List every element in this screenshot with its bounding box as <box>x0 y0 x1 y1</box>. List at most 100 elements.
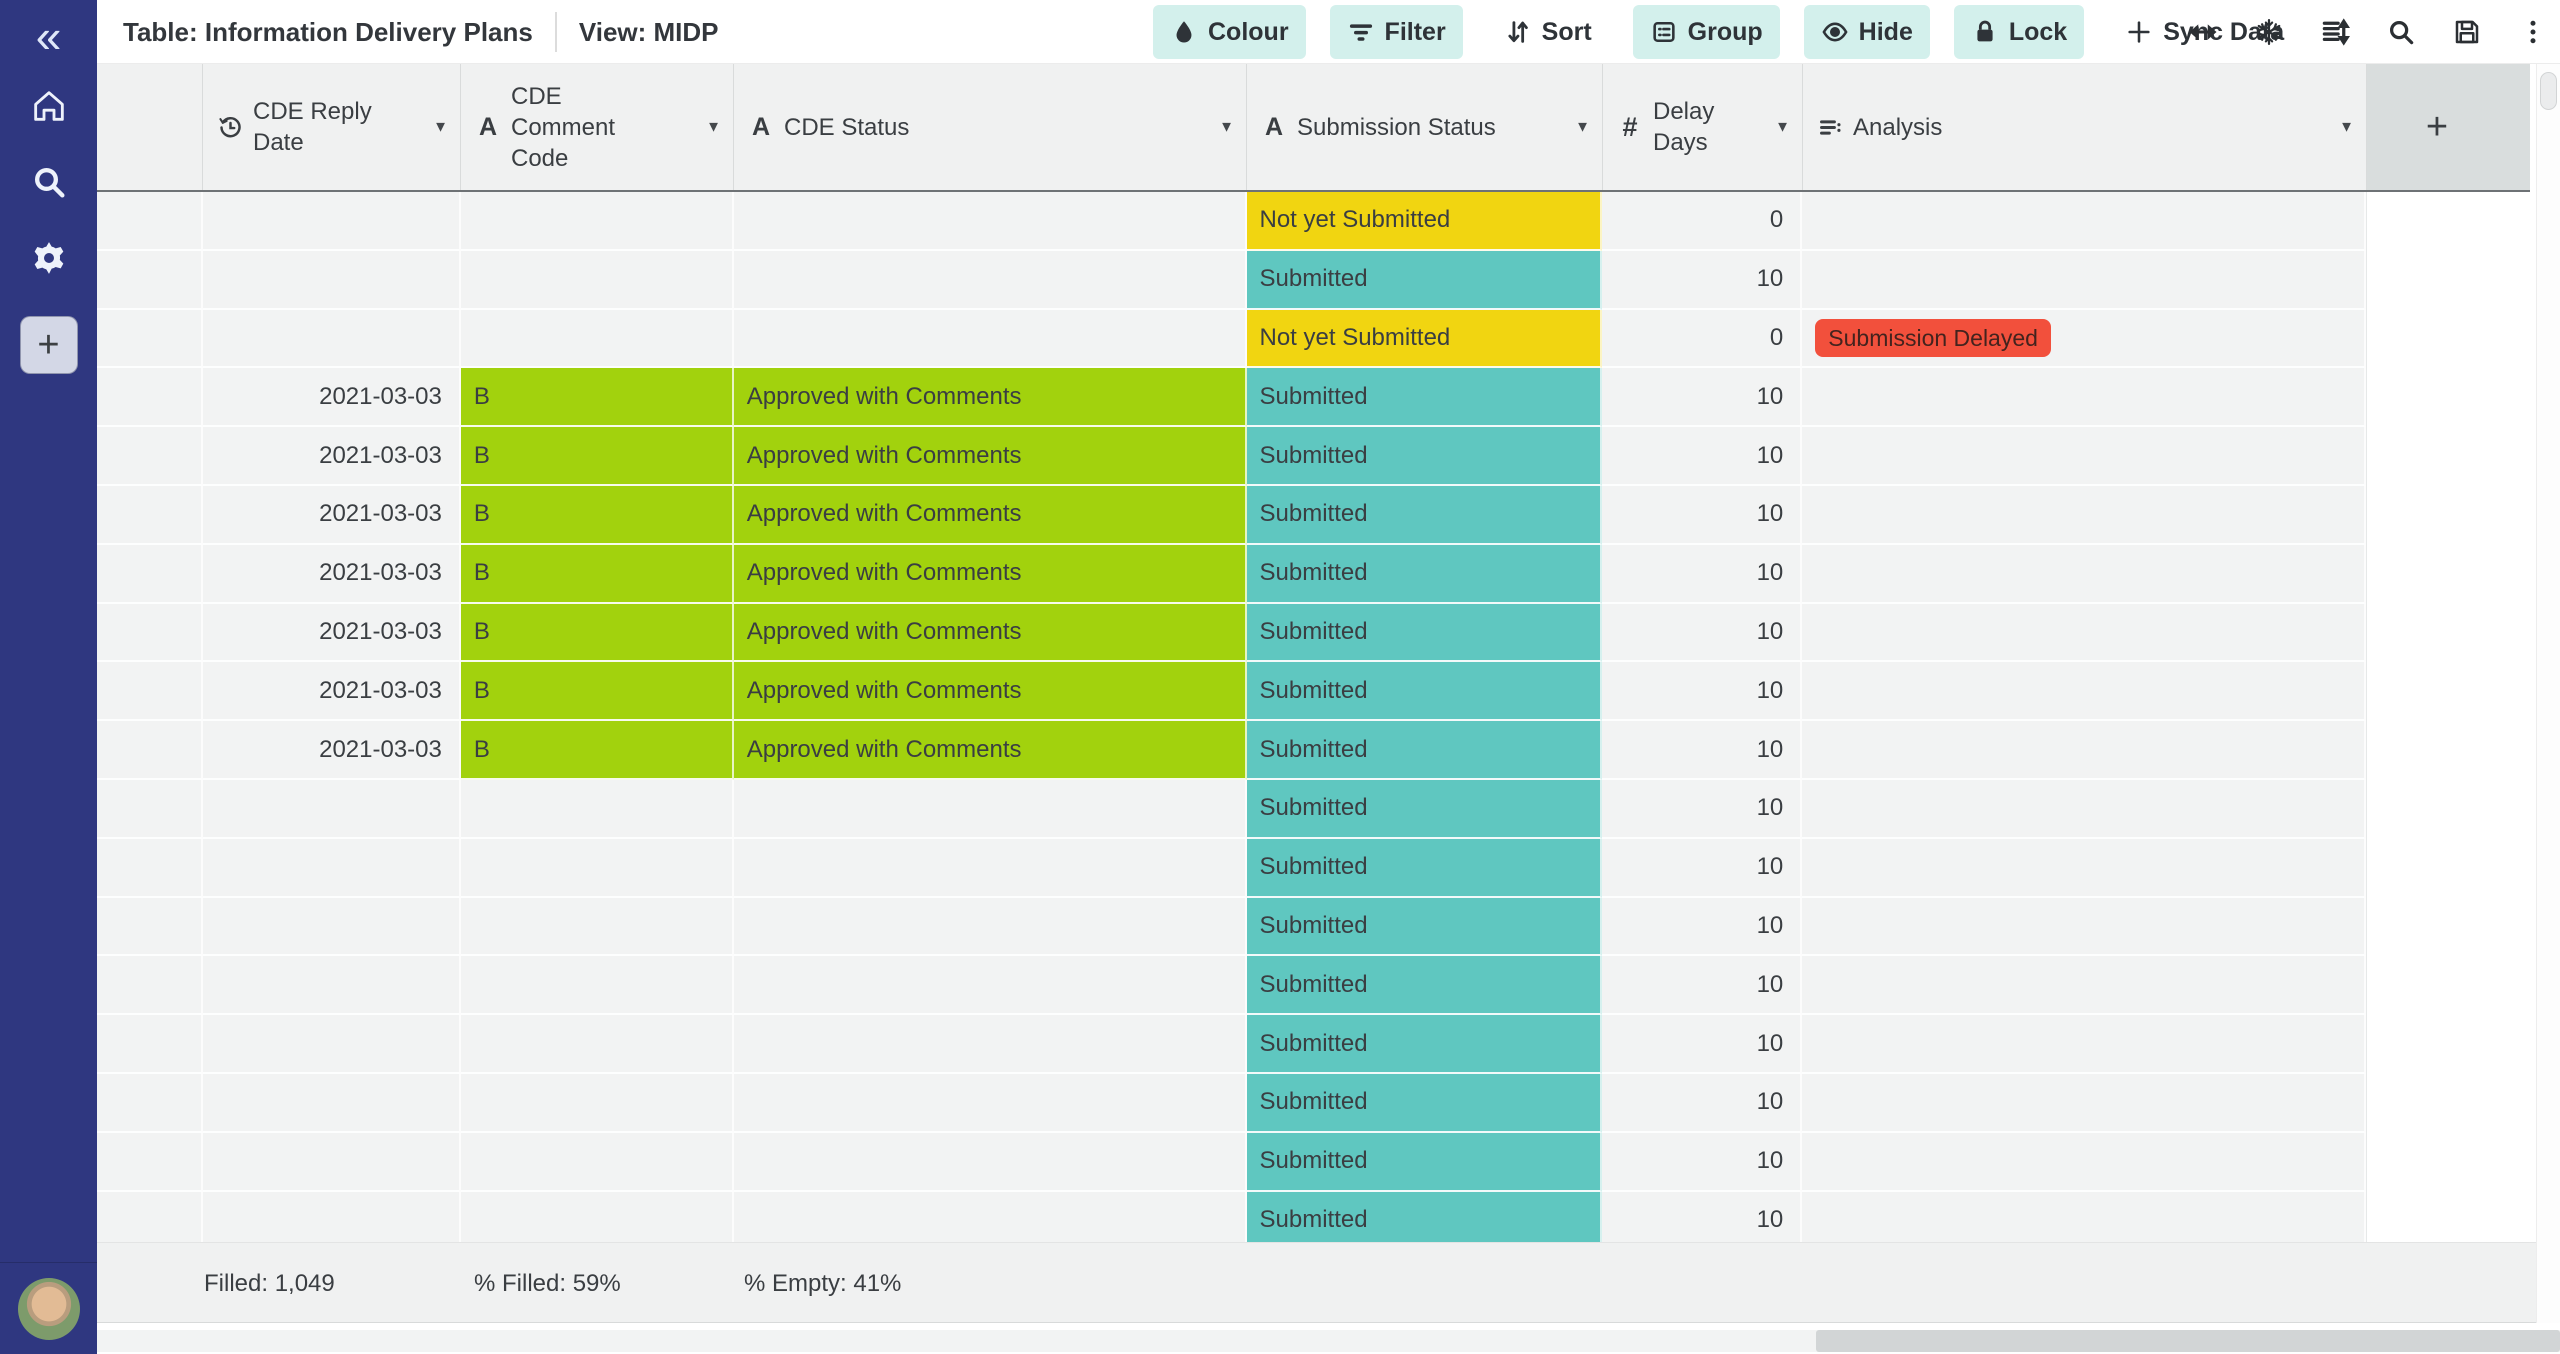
cell-reply-date[interactable] <box>202 309 461 369</box>
cell-analysis[interactable] <box>1802 368 2366 428</box>
cell-submission-status[interactable]: Submitted <box>1246 250 1603 310</box>
footer-stat-percent-empty[interactable]: % Empty: 41% <box>744 1269 902 1297</box>
search-icon[interactable] <box>2386 17 2416 47</box>
footer-stat-filled[interactable]: Filled: 1,049 <box>204 1269 335 1297</box>
cell-delay-days[interactable]: 10 <box>1602 838 1803 898</box>
cell-reply-date[interactable]: 2021-03-03 <box>202 721 461 780</box>
cell-submission-status[interactable]: Not yet Submitted <box>1246 192 1603 251</box>
cell-cde-status[interactable] <box>733 838 1247 898</box>
cell-delay-days[interactable]: 10 <box>1602 721 1803 780</box>
cell-comment-code[interactable]: B <box>460 721 734 780</box>
cell-delay-days[interactable]: 10 <box>1602 544 1803 604</box>
cell-delay-days[interactable]: 10 <box>1602 603 1803 663</box>
cell-comment-code[interactable] <box>460 1073 734 1133</box>
cell-cde-status[interactable] <box>733 1073 1247 1133</box>
cell-delay-days[interactable]: 10 <box>1602 662 1803 722</box>
cell-reply-date[interactable]: 2021-03-03 <box>202 544 461 604</box>
chevron-down-icon[interactable]: ▼ <box>433 118 448 136</box>
cell-cde-status[interactable] <box>733 779 1247 839</box>
cell-cde-status[interactable]: Approved with Comments <box>733 721 1247 780</box>
cell-rowlead[interactable] <box>97 1132 203 1192</box>
cell-delay-days[interactable]: 10 <box>1602 427 1803 486</box>
add-plus-icon[interactable]: + <box>19 316 78 374</box>
cell-reply-date[interactable] <box>202 838 461 898</box>
cell-rowlead[interactable] <box>97 1191 203 1242</box>
cell-comment-code[interactable]: B <box>460 485 734 545</box>
cell-comment-code[interactable] <box>460 250 734 310</box>
cell-submission-status[interactable]: Submitted <box>1246 427 1603 486</box>
cell-comment-code[interactable] <box>460 956 734 1016</box>
cell-rowlead[interactable] <box>97 779 203 839</box>
cell-rowlead[interactable] <box>97 1073 203 1133</box>
cell-delay-days[interactable]: 10 <box>1602 1073 1803 1133</box>
column-header-analysis[interactable]: Analysis ▼ <box>1803 64 2367 190</box>
cell-submission-status[interactable]: Submitted <box>1246 779 1603 839</box>
cell-cde-status[interactable] <box>733 1191 1247 1242</box>
cell-analysis[interactable]: Submission Delayed <box>1802 309 2366 369</box>
cell-cde-status[interactable] <box>733 897 1247 957</box>
cell-comment-code[interactable] <box>460 1191 734 1242</box>
cell-analysis[interactable] <box>1802 956 2366 1016</box>
cell-reply-date[interactable] <box>202 1073 461 1133</box>
cell-rowlead[interactable] <box>97 838 203 898</box>
cell-analysis[interactable] <box>1802 1191 2366 1242</box>
cell-analysis[interactable] <box>1802 779 2366 839</box>
sort-button[interactable]: Sort <box>1487 5 1609 59</box>
cell-comment-code[interactable] <box>460 309 734 369</box>
column-header-cde-comment-code[interactable]: A CDE Comment Code ▼ <box>461 64 734 190</box>
cell-reply-date[interactable] <box>202 897 461 957</box>
cell-cde-status[interactable]: Approved with Comments <box>733 485 1247 545</box>
cell-analysis[interactable] <box>1802 485 2366 545</box>
cell-rowlead[interactable] <box>97 250 203 310</box>
cell-analysis[interactable] <box>1802 544 2366 604</box>
cell-submission-status[interactable]: Submitted <box>1246 662 1603 722</box>
cell-rowlead[interactable] <box>97 485 203 545</box>
cell-reply-date[interactable]: 2021-03-03 <box>202 368 461 428</box>
chevron-down-icon[interactable]: ▼ <box>1575 118 1590 136</box>
cell-comment-code[interactable]: B <box>460 427 734 486</box>
user-avatar[interactable] <box>17 1277 80 1340</box>
cell-submission-status[interactable]: Submitted <box>1246 956 1603 1016</box>
cell-analysis[interactable] <box>1802 192 2366 251</box>
cell-rowlead[interactable] <box>97 544 203 604</box>
cell-comment-code[interactable] <box>460 779 734 839</box>
cell-submission-status[interactable]: Submitted <box>1246 368 1603 428</box>
horizontal-scrollbar-thumb[interactable] <box>1816 1330 2560 1352</box>
cell-analysis[interactable] <box>1802 1073 2366 1133</box>
cell-rowlead[interactable] <box>97 368 203 428</box>
cell-rowlead[interactable] <box>97 956 203 1016</box>
cell-submission-status[interactable]: Submitted <box>1246 1073 1603 1133</box>
freeze-icon[interactable] <box>2254 17 2284 47</box>
chevron-down-icon[interactable]: ▼ <box>1775 118 1790 136</box>
group-button[interactable]: Group <box>1632 5 1780 59</box>
footer-stat-percent-filled[interactable]: % Filled: 59% <box>474 1269 621 1297</box>
cell-cde-status[interactable] <box>733 309 1247 369</box>
cell-analysis[interactable] <box>1802 721 2366 780</box>
cell-reply-date[interactable] <box>202 192 461 251</box>
cell-comment-code[interactable]: B <box>460 368 734 428</box>
cell-rowlead[interactable] <box>97 897 203 957</box>
cell-submission-status[interactable]: Submitted <box>1246 544 1603 604</box>
settings-gear-icon[interactable] <box>27 236 71 280</box>
cell-submission-status[interactable]: Submitted <box>1246 1132 1603 1192</box>
cell-delay-days[interactable]: 10 <box>1602 956 1803 1016</box>
cell-analysis[interactable] <box>1802 603 2366 663</box>
cell-analysis[interactable] <box>1802 662 2366 722</box>
cell-cde-status[interactable] <box>733 1132 1247 1192</box>
cell-comment-code[interactable]: B <box>460 544 734 604</box>
cell-delay-days[interactable]: 10 <box>1602 897 1803 957</box>
cell-rowlead[interactable] <box>97 603 203 663</box>
cell-comment-code[interactable] <box>460 1015 734 1074</box>
cell-delay-days[interactable]: 10 <box>1602 485 1803 545</box>
cell-reply-date[interactable] <box>202 1015 461 1074</box>
cell-comment-code[interactable] <box>460 1132 734 1192</box>
cell-submission-status[interactable]: Submitted <box>1246 1191 1603 1242</box>
more-vertical-icon[interactable] <box>2518 17 2548 47</box>
cell-rowlead[interactable] <box>97 309 203 369</box>
hide-button[interactable]: Hide <box>1803 5 1930 59</box>
cell-submission-status[interactable]: Submitted <box>1246 1015 1603 1074</box>
cell-reply-date[interactable]: 2021-03-03 <box>202 603 461 663</box>
chevron-down-icon[interactable]: ▼ <box>2339 118 2354 136</box>
cell-analysis[interactable] <box>1802 838 2366 898</box>
cell-comment-code[interactable] <box>460 897 734 957</box>
